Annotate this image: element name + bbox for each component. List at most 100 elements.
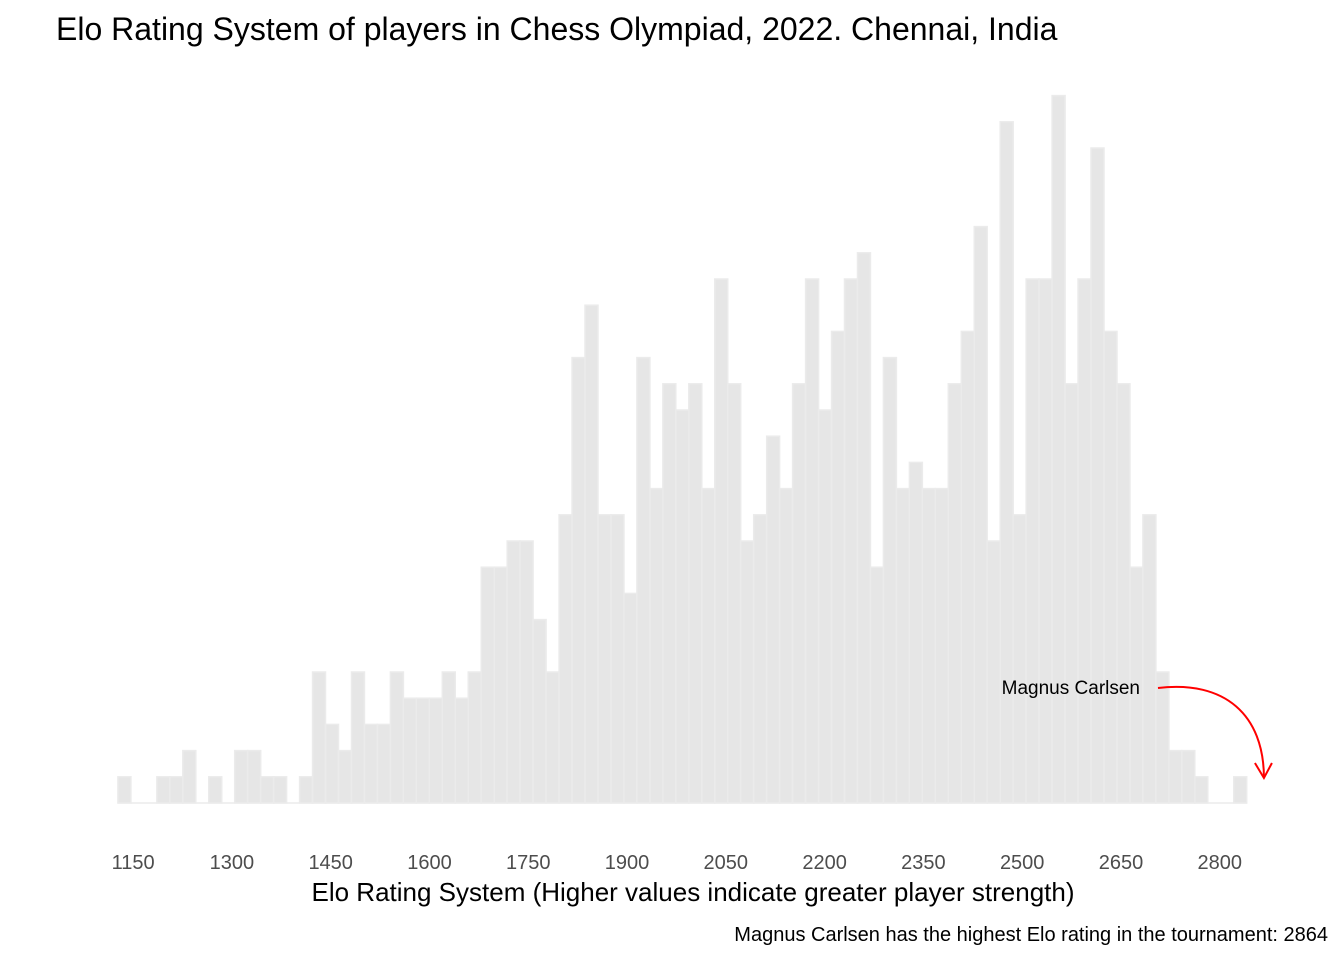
histogram-bar [701, 487, 716, 804]
histogram-bar [1064, 383, 1079, 804]
histogram-bar [662, 383, 677, 804]
histogram-bar [986, 540, 1001, 804]
x-axis-label: Elo Rating System (Higher values indicat… [311, 877, 1074, 907]
histogram-bar [947, 383, 963, 804]
histogram-bar [117, 776, 132, 804]
histogram-bar [519, 540, 534, 804]
x-tick-label: 1600 [407, 852, 452, 874]
histogram-bar [1116, 383, 1131, 804]
histogram-bar [597, 514, 612, 804]
histogram-bar [376, 723, 392, 804]
histogram-bar [934, 487, 950, 804]
histogram-bar [675, 409, 690, 804]
chart-caption: Magnus Carlsen has the highest Elo ratin… [734, 924, 1328, 946]
histogram-bar [402, 697, 418, 804]
histogram-bar [441, 671, 457, 804]
x-tick-label: 2350 [901, 852, 946, 874]
histogram-bar [1090, 147, 1105, 804]
x-tick-label: 2650 [1099, 852, 1144, 874]
histogram-bar [571, 356, 586, 804]
histogram-bar [1168, 749, 1183, 804]
histogram-bar [869, 566, 885, 804]
histogram-bar [895, 487, 911, 804]
histogram-bar [532, 618, 547, 804]
histogram-bar [882, 356, 898, 804]
histogram-bar [791, 383, 807, 804]
histogram-bar [765, 435, 781, 804]
histogram-bar [649, 487, 664, 804]
histogram-bar [623, 592, 638, 804]
histogram-bar [778, 487, 794, 804]
histogram-bar [908, 461, 924, 804]
histogram-bar [1194, 776, 1209, 804]
histogram-bar [233, 749, 249, 804]
histogram-bar [584, 304, 599, 804]
histogram-bar [272, 776, 288, 804]
histogram-bar [739, 540, 755, 804]
x-tick-label: 1300 [210, 852, 255, 874]
histogram-bar [558, 514, 573, 804]
x-tick-label: 1150 [112, 852, 155, 874]
histogram-bar [688, 383, 703, 804]
histogram-bar [817, 409, 833, 804]
histogram-bar [415, 697, 431, 804]
histogram-bar [389, 671, 405, 804]
histogram-bar [454, 697, 469, 804]
histogram-bar [1155, 671, 1170, 804]
histogram-bar [428, 697, 444, 804]
histogram-bar [1142, 514, 1157, 804]
annotation-group: Magnus Carlsen [1002, 678, 1273, 781]
x-tick-labels: 1150 1300 1450 1600 1750 1900 2050 2200 2350 2500… [112, 852, 1242, 874]
histogram-bar [298, 776, 314, 804]
histogram-bar [506, 540, 521, 804]
histogram-bar [973, 225, 988, 804]
histogram-bar [246, 749, 262, 804]
x-tick-label: 1750 [506, 852, 551, 874]
histogram-bar [493, 566, 508, 804]
bars-group [117, 94, 1248, 804]
histogram-bar [208, 776, 223, 804]
histogram-bar [843, 278, 859, 804]
histogram-bar [337, 749, 353, 804]
histogram-bar [1012, 514, 1027, 804]
histogram-bar [1025, 278, 1040, 804]
annotation-arrow [1157, 685, 1265, 779]
histogram-bar [752, 514, 768, 804]
histogram-bar [545, 671, 560, 804]
histogram-bar [169, 776, 184, 804]
histogram-bar [1181, 749, 1196, 804]
histogram-bar [999, 121, 1014, 804]
histogram-bar [480, 566, 495, 804]
histogram-bar [960, 330, 976, 804]
histogram-bar [610, 514, 625, 804]
histogram-bar [804, 278, 820, 804]
x-tick-label: 2050 [704, 852, 749, 874]
histogram-bar [311, 671, 327, 804]
histogram-bar [830, 330, 846, 804]
annotation-arrowhead [1254, 762, 1273, 781]
histogram-bar [1038, 278, 1053, 804]
histogram-bar [714, 278, 729, 804]
histogram-bar [259, 776, 275, 804]
x-tick-label: 2800 [1198, 852, 1243, 874]
histogram-bar [856, 252, 872, 804]
chart-title: Elo Rating System of players in Chess Ol… [56, 11, 1058, 47]
histogram-bar [182, 749, 197, 804]
annotation-label: Magnus Carlsen [1002, 678, 1140, 699]
histogram-bar [1077, 278, 1092, 804]
x-tick-label: 2500 [1000, 852, 1045, 874]
histogram-bar [1103, 330, 1118, 804]
histogram-bar [363, 723, 379, 804]
histogram-bar [726, 383, 742, 804]
histogram-bar [467, 671, 482, 804]
histogram-bar [636, 356, 651, 804]
histogram-bar [156, 776, 171, 804]
x-tick-label: 2200 [802, 852, 847, 874]
histogram-bar [324, 723, 340, 804]
x-tick-label: 1900 [605, 852, 650, 874]
histogram-bar [1232, 776, 1248, 804]
histogram-bar [350, 671, 366, 804]
x-tick-label: 1450 [308, 852, 353, 874]
histogram-bar [921, 487, 937, 804]
